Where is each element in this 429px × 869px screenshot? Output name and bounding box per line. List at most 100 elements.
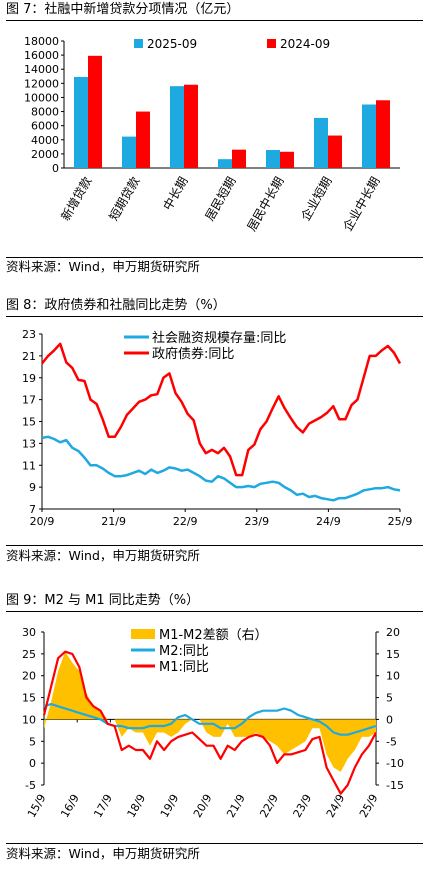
bar [88,55,102,168]
legend-swatch [134,39,143,48]
y-tick-label: 21 [22,350,36,363]
y-tick-label-right: -15 [386,779,404,792]
figure8-top-rule [6,316,423,317]
x-tick-label: 23/9 [291,792,315,820]
y-tick-label: 13 [22,437,36,450]
figure9-title: 图 9：M2 与 M1 同比走势（%） [6,593,200,608]
y-tick-label: 10000 [24,91,59,104]
x-tick-label: 25/9 [388,515,413,528]
bar [362,104,376,168]
x-tick-label: 16/9 [58,792,82,820]
x-tick-label: 22/9 [173,515,198,528]
bar [328,135,342,168]
y-tick-label: 23 [22,328,36,341]
figure9-top-rule [6,611,423,612]
figure7-source: 资料来源：Wind，申万期货研究所 [6,259,200,274]
x-tick-label: 新增贷款 [58,174,95,223]
bar [170,86,184,168]
y-tick-label-right: 5 [386,692,393,705]
x-tick-label: 17/9 [91,792,115,820]
y-tick-label-right: 10 [386,670,400,683]
bar [74,76,88,168]
y-tick-label: 15 [22,416,36,429]
x-tick-label: 23/9 [244,515,269,528]
y-tick-label: 14000 [24,63,59,76]
y-tick-label: 0 [52,162,59,175]
x-tick-label: 居民短期 [202,175,238,224]
y-tick-label: 6000 [31,120,59,133]
y-tick-label: 12000 [24,77,59,90]
y-tick-label: 15 [22,692,36,705]
legend-label: M1-M2差额（右） [159,628,268,643]
figure7-title: 图 7：社融中新增贷款分项情况（亿元） [6,2,240,17]
y-tick-label: 19 [22,372,36,385]
y-tick-label: 7 [29,503,36,516]
bar [376,100,390,168]
x-tick-label: 企业短期 [298,174,335,223]
figure8-source: 资料来源：Wind，申万期货研究所 [6,548,200,563]
y-tick-label-right: 15 [386,648,400,661]
bar [280,151,294,168]
bar [266,150,280,168]
figure7-top-rule [6,20,423,21]
y-tick-label: -5 [25,779,36,792]
bar [314,117,328,168]
y-tick-label: 4000 [31,134,59,147]
y-tick-label-right: -5 [386,735,397,748]
x-tick-label: 24/9 [324,792,348,820]
y-tick-label: 30 [22,626,36,639]
x-tick-label: 居民中长期 [244,174,287,233]
legend-swatch [267,39,276,48]
bar [232,149,246,168]
series-line [41,342,402,477]
x-tick-label: 21/9 [101,515,126,528]
x-tick-label: 短期贷款 [106,175,142,224]
series-area [44,651,376,772]
figure9-source: 资料来源：Wind，申万期货研究所 [6,846,200,861]
legend-label: 2024-09 [280,37,330,51]
x-tick-label: 20/9 [30,515,55,528]
x-tick-label: 中长期 [160,174,191,213]
x-tick-label: 25/9 [357,792,381,820]
legend-label: 2025-09 [147,37,197,51]
figure8-bottom-rule [6,545,423,546]
y-tick-label: 17 [22,394,36,407]
legend-label: 社会融资规模存量:同比 [152,330,286,346]
bar [136,111,150,168]
x-tick-label: 24/9 [316,515,341,528]
figure8-title: 图 8：政府债券和社融同比走势（%） [6,298,226,313]
bar [218,159,232,168]
x-tick-label: 20/9 [191,792,215,820]
x-tick-label: 22/9 [257,792,281,820]
y-tick-label: 10 [22,713,36,726]
y-tick-label: 11 [22,459,36,472]
bar [122,136,136,168]
y-tick-label-right: 20 [386,626,400,639]
y-tick-label: 9 [29,481,36,494]
y-tick-label: 25 [22,648,36,661]
y-tick-label-right: 0 [386,713,393,726]
y-tick-label: 8000 [31,106,59,119]
y-tick-label: 20 [22,670,36,683]
y-tick-label-right: -10 [386,757,404,770]
series-line [41,435,401,502]
x-tick-label: 18/9 [125,792,149,820]
legend-label: M1:同比 [159,660,209,675]
bar [184,84,198,168]
x-tick-label: 15/9 [25,792,49,820]
y-tick-label: 16000 [24,49,59,62]
y-tick-label: 2000 [31,148,59,161]
y-tick-label: 5 [29,735,36,748]
legend-swatch [131,629,155,639]
series-line [42,650,377,795]
figure7-bottom-rule [6,257,423,258]
legend-label: M2:同比 [159,644,209,659]
figure9-bottom-rule [6,843,423,844]
y-tick-label: 0 [29,757,36,770]
x-tick-label: 19/9 [158,792,182,820]
series-line [43,702,377,736]
figure8-line-chart: 7 9 11 13 15 17 19 21 23 20/9 21/9 22/9 23/9 24/9 25/9… [22,328,413,528]
y-tick-label: 18000 [24,35,59,48]
figure9-combo-chart: -5 0 5 10 15 20 25 30 -15 -10 -5 0 5 10 15 20 15/9 16/9 17… [22,626,404,820]
